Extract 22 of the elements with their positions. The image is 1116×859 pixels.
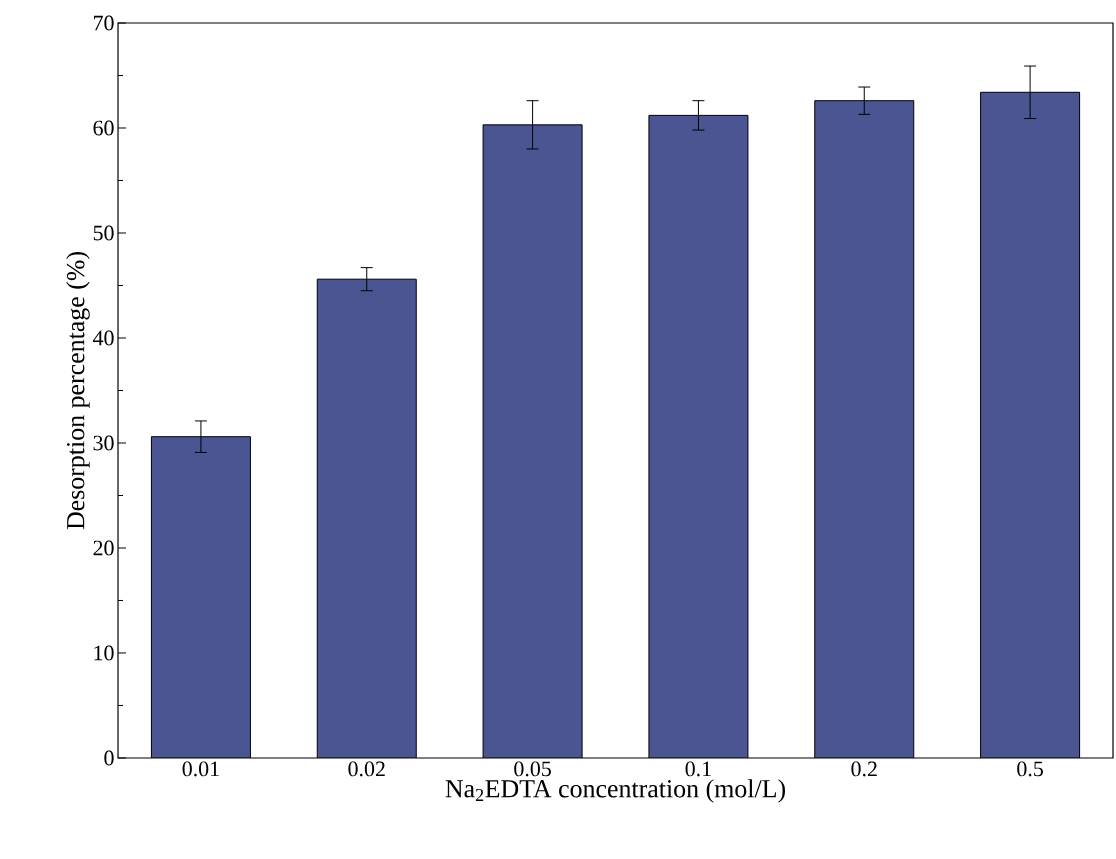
y-tick-label: 20 — [93, 540, 114, 556]
x-tick-label: 0.2 — [851, 761, 877, 777]
x-tick-label: 0.05 — [514, 761, 551, 777]
x-tick-label: 0.5 — [1017, 761, 1043, 777]
y-tick-label: 50 — [93, 225, 114, 241]
y-tick-label: 10 — [94, 645, 114, 661]
y-tick-label: 40 — [92, 330, 114, 346]
bar — [648, 114, 749, 758]
y-tick-label: 60 — [93, 120, 114, 136]
x-axis-title: Na$_{2}$EDTA concentration (mol/L) — [445, 779, 785, 803]
y-tick-label: 30 — [93, 435, 114, 451]
bar — [483, 124, 583, 758]
x-tick-label: 0.02 — [348, 761, 385, 777]
x-tick-label: 0.01 — [182, 761, 219, 777]
bar — [814, 100, 915, 758]
bar — [316, 278, 417, 758]
y-tick-label: 70 — [94, 15, 114, 31]
bar — [980, 91, 1081, 758]
x-tick-label: 0.1 — [685, 761, 711, 777]
y-axis-title: Desorption percentage (%) — [66, 252, 90, 530]
y-tick-label: 0 — [104, 750, 114, 766]
bar — [150, 436, 251, 758]
